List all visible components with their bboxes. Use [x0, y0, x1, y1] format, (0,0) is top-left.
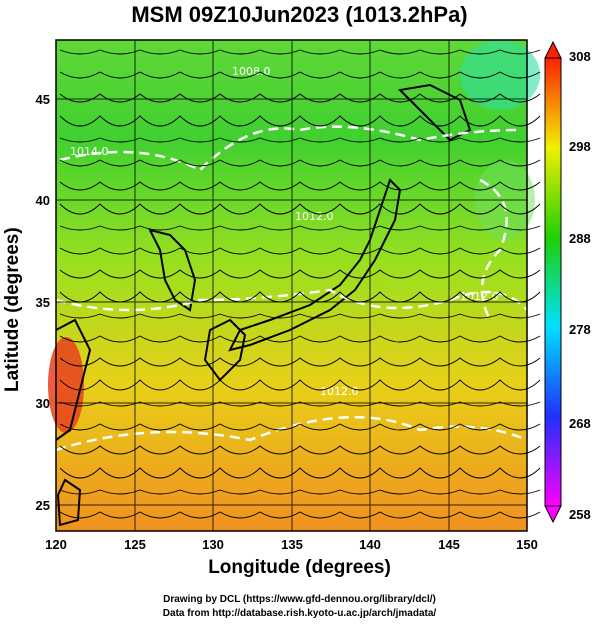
x-tick-label: 145 — [438, 537, 460, 552]
streamline — [59, 137, 541, 143]
streamline — [59, 313, 541, 319]
streamline — [59, 115, 541, 127]
contour-label: 1014.0 — [70, 145, 109, 158]
streamline — [59, 489, 541, 495]
y-tick-label: 40 — [36, 193, 50, 208]
streamline — [59, 49, 541, 55]
x-tick-label: 130 — [202, 537, 224, 552]
wind-streamlines — [59, 49, 541, 519]
y-axis-label: Latitude (degrees) — [2, 227, 23, 392]
x-tick-label: 140 — [359, 537, 381, 552]
colorbar-tick-label: 278 — [569, 322, 591, 337]
streamline — [59, 269, 541, 279]
map-title: MSM 09Z10Jun2023 (1013.2hPa) — [131, 2, 468, 27]
colorbar — [544, 40, 562, 524]
y-tick-label: 35 — [36, 295, 50, 310]
x-tick-label: 150 — [516, 537, 538, 552]
y-tick-label: 25 — [36, 498, 50, 513]
x-tick-labels: 120 125 130 135 140 145 150 — [45, 537, 538, 552]
streamline — [59, 225, 541, 231]
contour-label: 1012.0 — [295, 210, 334, 223]
streamline — [59, 247, 541, 255]
contour-label: 1008.0 — [232, 65, 271, 78]
streamline — [59, 357, 541, 367]
colorbar-tick-label: 258 — [569, 507, 591, 522]
map-frame — [55, 39, 528, 532]
streamline — [59, 181, 541, 191]
streamline — [59, 379, 541, 391]
x-axis-label: Longitude (degrees) — [208, 557, 391, 578]
streamline — [59, 401, 541, 407]
streamline — [59, 467, 541, 479]
y-tick-labels: 25 30 35 40 45 — [36, 92, 50, 513]
contour-label: 1012.0 — [320, 385, 359, 398]
y-tick-label: 30 — [36, 396, 50, 411]
colorbar-tick-labels: 258 268 278 288 298 308 — [569, 49, 591, 522]
credit-data: Data from http://database.rish.kyoto-u.a… — [162, 608, 437, 619]
streamline — [59, 445, 541, 455]
cool-region-northeast — [460, 40, 540, 110]
streamline — [59, 511, 541, 519]
streamline — [59, 335, 541, 343]
x-tick-label: 120 — [45, 537, 67, 552]
colorbar-tick-label: 288 — [569, 231, 591, 246]
streamline — [59, 203, 541, 215]
streamline — [59, 291, 541, 303]
x-tick-label: 125 — [124, 537, 146, 552]
credit-drawing: Drawing by DCL (https://www.gfd-dennou.o… — [163, 594, 436, 605]
streamline — [59, 159, 541, 167]
streamline — [59, 423, 541, 431]
grid-lines — [56, 40, 527, 531]
colorbar-tick-label: 268 — [569, 416, 591, 431]
y-tick-label: 45 — [36, 92, 50, 107]
colorbar-tick-label: 298 — [569, 139, 591, 154]
x-tick-label: 135 — [281, 537, 303, 552]
streamline — [59, 93, 541, 103]
colorbar-tick-label: 308 — [569, 49, 591, 64]
streamline — [59, 71, 541, 79]
